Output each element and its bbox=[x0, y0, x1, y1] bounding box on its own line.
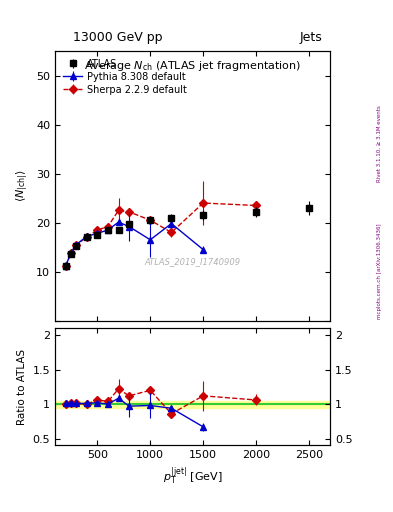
Y-axis label: $\langle N_{\rm |ch|}\rangle$: $\langle N_{\rm |ch|}\rangle$ bbox=[15, 169, 31, 202]
Legend: ATLAS, Pythia 8.308 default, Sherpa 2.2.9 default: ATLAS, Pythia 8.308 default, Sherpa 2.2.… bbox=[60, 56, 190, 98]
Text: mcplots.cern.ch [arXiv:1306.3436]: mcplots.cern.ch [arXiv:1306.3436] bbox=[377, 224, 382, 319]
Text: ATLAS_2019_I1740909: ATLAS_2019_I1740909 bbox=[145, 257, 241, 266]
Text: Jets: Jets bbox=[299, 31, 322, 44]
Text: Rivet 3.1.10, ≥ 3.1M events: Rivet 3.1.10, ≥ 3.1M events bbox=[377, 105, 382, 182]
Text: 13000 GeV pp: 13000 GeV pp bbox=[73, 31, 163, 44]
Y-axis label: Ratio to ATLAS: Ratio to ATLAS bbox=[17, 349, 27, 425]
Text: Average $N_{\rm ch}$ (ATLAS jet fragmentation): Average $N_{\rm ch}$ (ATLAS jet fragment… bbox=[84, 59, 301, 73]
X-axis label: $p_{\rm T}^{\rm |jet|}$ [GeV]: $p_{\rm T}^{\rm |jet|}$ [GeV] bbox=[163, 466, 222, 487]
Bar bbox=[55, 401, 330, 408]
